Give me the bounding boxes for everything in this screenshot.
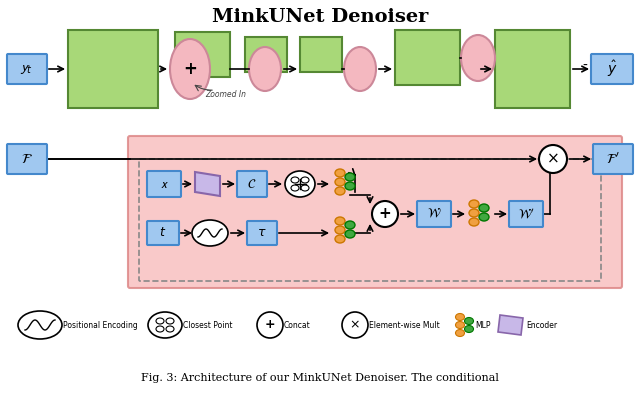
Ellipse shape (342, 312, 368, 338)
Ellipse shape (301, 185, 309, 191)
Text: $\hat{y}$: $\hat{y}$ (607, 59, 618, 79)
FancyBboxPatch shape (593, 144, 633, 174)
Ellipse shape (479, 204, 489, 212)
Ellipse shape (335, 178, 345, 186)
Bar (68, 30, 158, 108)
Ellipse shape (335, 226, 345, 234)
Ellipse shape (465, 318, 474, 325)
Bar (175, 32, 230, 77)
Text: +: + (265, 318, 275, 332)
Text: +: + (379, 206, 392, 222)
FancyBboxPatch shape (147, 221, 179, 245)
Ellipse shape (148, 312, 182, 338)
Text: $\mathcal{F}'$: $\mathcal{F}'$ (606, 151, 620, 167)
Ellipse shape (249, 47, 281, 91)
Ellipse shape (461, 35, 495, 81)
FancyBboxPatch shape (417, 201, 451, 227)
Ellipse shape (345, 182, 355, 190)
Ellipse shape (469, 200, 479, 208)
Text: Positional Encoding: Positional Encoding (63, 321, 138, 329)
Text: $\mathcal{C}$: $\mathcal{C}$ (247, 178, 257, 191)
Ellipse shape (479, 213, 489, 221)
Text: $\mathcal{W}$: $\mathcal{W}$ (427, 208, 441, 220)
Ellipse shape (192, 220, 228, 246)
Text: $\mathcal{W}'$: $\mathcal{W}'$ (518, 207, 534, 221)
Text: $\mathcal{x}$: $\mathcal{x}$ (159, 178, 168, 191)
Ellipse shape (456, 314, 465, 321)
Bar (395, 30, 460, 85)
Text: ×: × (547, 151, 559, 167)
Ellipse shape (456, 329, 465, 336)
Text: MinkUNet Denoiser: MinkUNet Denoiser (212, 8, 428, 26)
Ellipse shape (539, 145, 567, 173)
Ellipse shape (301, 177, 309, 183)
Bar (300, 37, 342, 72)
FancyBboxPatch shape (591, 54, 633, 84)
Ellipse shape (372, 201, 398, 227)
Text: Closest Point: Closest Point (183, 321, 232, 329)
Text: Encoder: Encoder (526, 321, 557, 329)
Ellipse shape (465, 325, 474, 332)
FancyBboxPatch shape (247, 221, 277, 245)
Text: Concat: Concat (284, 321, 311, 329)
Ellipse shape (345, 221, 355, 229)
Ellipse shape (469, 218, 479, 226)
FancyBboxPatch shape (7, 54, 47, 84)
Ellipse shape (335, 169, 345, 177)
Ellipse shape (335, 235, 345, 243)
Bar (495, 30, 570, 108)
Text: Zoomed In: Zoomed In (205, 90, 246, 99)
Ellipse shape (257, 312, 283, 338)
Text: Fig. 3: Architecture of our MinkUNet Denoiser. The conditional: Fig. 3: Architecture of our MinkUNet Den… (141, 373, 499, 383)
Ellipse shape (345, 230, 355, 238)
FancyBboxPatch shape (237, 171, 267, 197)
Text: Element-wise Mult: Element-wise Mult (369, 321, 440, 329)
Text: ×: × (349, 318, 360, 332)
Polygon shape (498, 315, 523, 335)
Ellipse shape (18, 311, 62, 339)
Ellipse shape (291, 185, 299, 191)
Ellipse shape (166, 326, 174, 332)
Text: $t$: $t$ (159, 226, 166, 239)
Ellipse shape (335, 217, 345, 225)
Ellipse shape (166, 318, 174, 324)
Ellipse shape (285, 171, 315, 197)
Ellipse shape (344, 47, 376, 91)
Text: MLP: MLP (475, 321, 490, 329)
FancyBboxPatch shape (147, 171, 181, 197)
Bar (245, 37, 287, 72)
Polygon shape (195, 172, 220, 196)
Ellipse shape (469, 209, 479, 217)
Ellipse shape (156, 326, 164, 332)
Text: $\tau$: $\tau$ (257, 226, 267, 239)
Text: $\mathcal{F}$: $\mathcal{F}$ (21, 152, 33, 166)
Ellipse shape (170, 39, 210, 99)
Ellipse shape (335, 187, 345, 195)
FancyBboxPatch shape (509, 201, 543, 227)
Ellipse shape (456, 321, 465, 329)
Text: +: + (183, 60, 197, 78)
Ellipse shape (291, 177, 299, 183)
Text: $\mathcal{y}_t$: $\mathcal{y}_t$ (20, 62, 33, 76)
FancyBboxPatch shape (128, 136, 622, 288)
Text: -: - (582, 59, 588, 73)
FancyBboxPatch shape (7, 144, 47, 174)
Ellipse shape (345, 173, 355, 181)
Ellipse shape (156, 318, 164, 324)
